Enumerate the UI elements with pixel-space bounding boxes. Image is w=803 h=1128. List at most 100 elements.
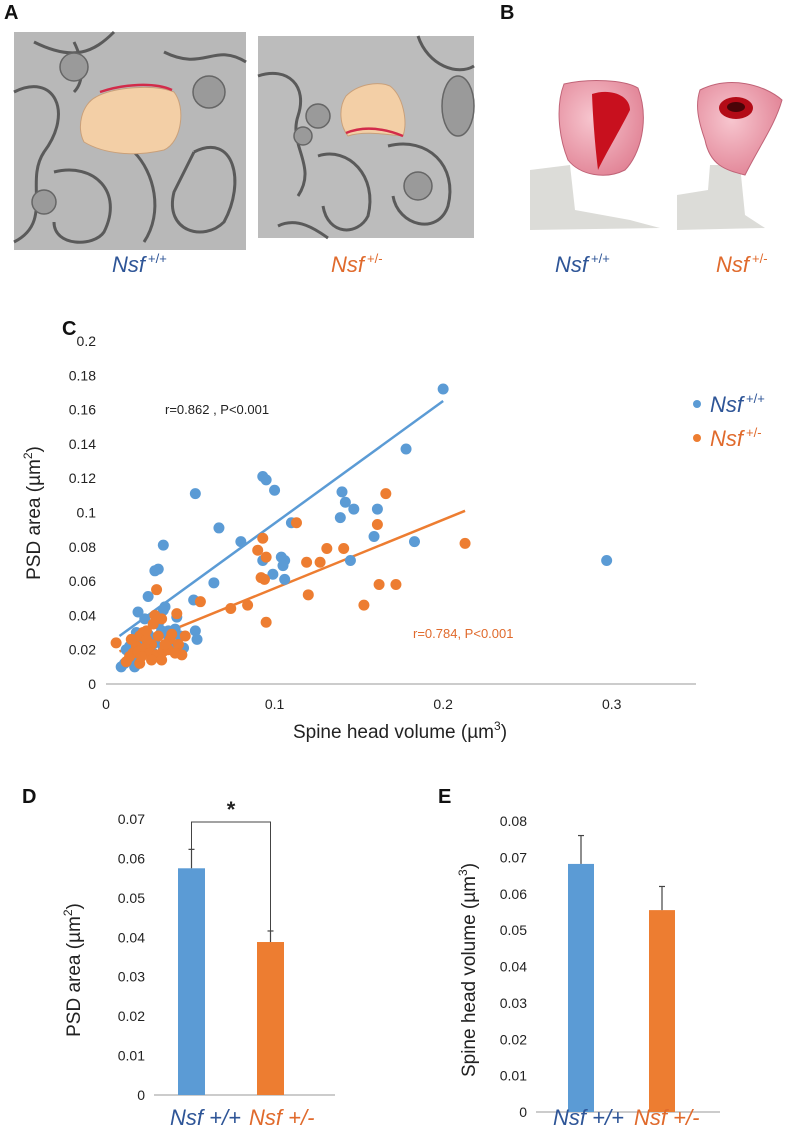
d-y-tick-label: 0.06 — [118, 850, 145, 866]
c-y-ticks: 0 0.02 0.04 0.06 0.08 0.1 0.12 0.14 0.16 0.18 0.2 — [69, 333, 96, 692]
scatter-point-het — [225, 603, 237, 615]
scatter-point-het — [156, 654, 168, 666]
c-y-tick-label: 0.18 — [69, 367, 96, 383]
d-y-ticks: 0 0.01 0.02 0.03 0.04 0.05 0.06 0.07 — [118, 811, 145, 1103]
spine-reconstructions — [530, 80, 783, 230]
panel-label-e: E — [438, 786, 452, 808]
scatter-point-het — [166, 628, 178, 640]
c-y-tick-label: 0.02 — [69, 642, 96, 658]
d-significance-bracket — [191, 821, 271, 931]
scatter-point-wt — [213, 522, 225, 534]
scatter-point-wt — [189, 488, 201, 500]
scatter-point-wt — [339, 496, 351, 508]
e-y-axis-label: Spine head volume (µm3) — [456, 863, 480, 1077]
scatter-point-wt — [208, 577, 220, 589]
d-y-tick-label: 0.04 — [118, 929, 145, 945]
c-y-tick-label: 0.16 — [69, 402, 96, 418]
scatter-point-het — [321, 543, 333, 555]
scatter-point-het — [257, 532, 269, 544]
scatter-point-wt — [189, 625, 201, 637]
scatter-point-het — [140, 633, 152, 645]
scatter-point-het — [371, 519, 383, 531]
scatter-point-het — [156, 613, 168, 625]
scatter-point-wt — [371, 503, 383, 515]
c-x-ticks: 0 0.1 0.2 0.3 — [102, 696, 622, 712]
scatter-point-wt — [157, 604, 169, 616]
scatter-point-het — [373, 579, 385, 591]
scatter-point-wt — [400, 443, 412, 455]
em-micrograph-het — [257, 35, 475, 240]
e-y-tick-label: 0 — [519, 1104, 527, 1120]
scatter-point-het — [314, 556, 326, 568]
d-bars — [178, 848, 284, 1095]
scatter-point-het — [146, 654, 158, 666]
spine-reconstruction-het — [677, 82, 783, 230]
spine-reconstruction-wt — [530, 80, 660, 230]
d-y-tick-label: 0.01 — [118, 1048, 145, 1064]
scatter-point-het — [380, 488, 392, 500]
scatter-point-het — [252, 544, 264, 556]
scatter-point-het — [152, 630, 164, 642]
scatter-point-het — [260, 616, 272, 628]
c-points — [110, 383, 613, 673]
c-x-tick-label: 0.3 — [602, 696, 622, 712]
scatter-point-het — [459, 537, 471, 549]
d-bar-het — [257, 942, 284, 1095]
scatter-point-wt — [267, 568, 279, 580]
legend-label-het: Nsf +/- — [710, 425, 762, 451]
scatter-point-het — [390, 579, 402, 591]
c-x-tick-label: 0.1 — [265, 696, 285, 712]
c-y-axis-label: PSD area (µm2) — [21, 446, 45, 580]
e-bar-wt — [568, 863, 594, 1112]
scatter-point-het — [290, 517, 302, 529]
legend-marker-het — [693, 434, 701, 442]
panel-label-a: A — [4, 2, 19, 24]
scatter-point-wt — [437, 383, 449, 395]
scatter-point-het — [140, 625, 152, 637]
scatter-point-wt — [408, 536, 420, 548]
scatter-point-wt — [157, 539, 169, 551]
e-y-tick-label: 0.02 — [500, 1031, 527, 1047]
c-legend: Nsf +/+ Nsf +/- — [693, 391, 765, 451]
e-y-tick-label: 0.08 — [500, 813, 527, 829]
scatter-point-het — [169, 647, 181, 659]
e-y-ticks: 0 0.01 0.02 0.03 0.04 0.05 0.06 0.07 0.08 — [500, 813, 527, 1120]
scatter-point-het — [172, 639, 184, 651]
c-y-tick-label: 0.2 — [77, 333, 97, 349]
scatter-point-het — [302, 589, 314, 601]
scatter-point-wt — [260, 474, 272, 486]
e-category-wt: Nsf +/+ — [553, 1105, 624, 1128]
d-category-het: Nsf +/- — [249, 1105, 314, 1128]
scatter-point-wt — [368, 531, 380, 543]
c-y-tick-label: 0.1 — [77, 505, 97, 521]
c-y-tick-label: 0 — [88, 676, 96, 692]
e-y-tick-label: 0.04 — [500, 959, 527, 975]
c-y-tick-label: 0.04 — [69, 607, 96, 623]
scatter-point-het — [194, 596, 206, 608]
c-y-tick-label: 0.06 — [69, 573, 96, 589]
d-significance-star: * — [227, 797, 236, 822]
scatter-point-wt — [334, 512, 346, 524]
panel-label-d: D — [22, 786, 37, 808]
c-x-tick-label: 0 — [102, 696, 110, 712]
scatter-point-het — [125, 633, 137, 645]
d-bar-wt — [178, 868, 205, 1095]
scatter-point-het — [135, 651, 147, 663]
scatter-point-het — [358, 599, 370, 611]
scatter-point-wt — [191, 633, 203, 645]
genotype-label-b-het: Nsf +/- — [716, 251, 768, 277]
scatter-point-wt — [132, 606, 144, 618]
scatter-point-het — [151, 584, 163, 596]
scatter-point-wt — [235, 536, 247, 548]
e-category-het: Nsf +/- — [634, 1105, 699, 1128]
panel-label-c: C — [62, 318, 77, 340]
e-y-tick-label: 0.06 — [500, 886, 527, 902]
scatter-point-het — [301, 556, 313, 568]
e-bar-het — [649, 910, 675, 1112]
scatter-point-het — [110, 637, 122, 649]
panel-label-b: B — [500, 2, 515, 24]
scatter-point-het — [242, 599, 254, 611]
d-y-tick-label: 0.02 — [118, 1008, 145, 1024]
e-y-tick-label: 0.05 — [500, 922, 527, 938]
d-y-tick-label: 0 — [137, 1087, 145, 1103]
